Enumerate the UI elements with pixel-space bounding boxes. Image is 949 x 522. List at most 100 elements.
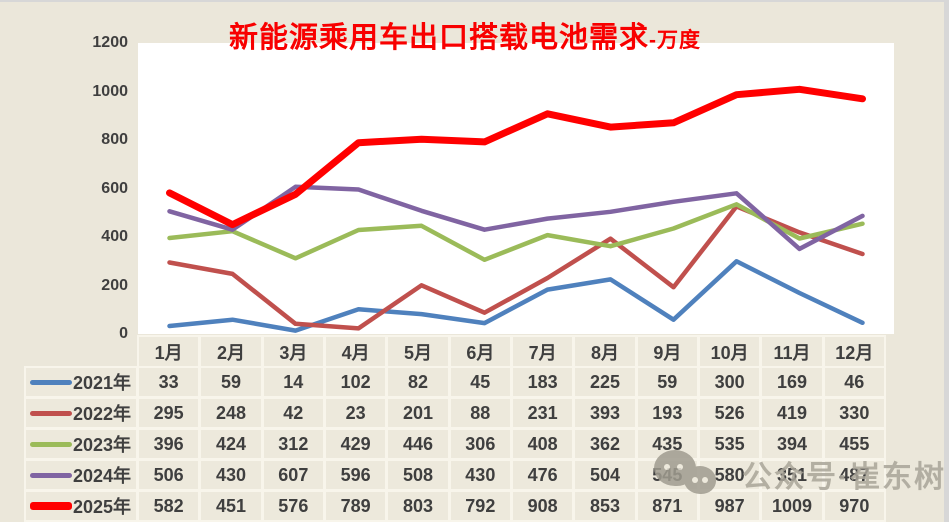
value-cell: 193 xyxy=(635,397,699,429)
value-cell: 295 xyxy=(137,397,201,429)
value-cell: 351 xyxy=(760,459,824,491)
chart-title: 新能源乘用车出口搭载电池需求-万度 xyxy=(0,14,930,56)
series-line-2024年 xyxy=(167,184,865,252)
month-header-cell: 2月 xyxy=(199,335,263,369)
y-tick-label: 800 xyxy=(101,131,128,148)
legend-line-icon xyxy=(29,502,72,510)
month-header-cell: 8月 xyxy=(573,335,637,369)
line-chart xyxy=(166,85,866,333)
value-cell: 526 xyxy=(697,397,762,429)
value-cell: 183 xyxy=(510,366,575,398)
legend-cell: 2025年 xyxy=(24,490,138,522)
value-cell: 451 xyxy=(199,490,263,522)
y-tick-label: 1200 xyxy=(92,34,128,51)
value-cell: 225 xyxy=(573,366,637,398)
value-cell: 408 xyxy=(510,428,575,460)
y-axis-labels: 1200 1000 800 600 400 200 0 xyxy=(60,34,128,342)
value-cell: 607 xyxy=(261,459,325,491)
legend-line-icon xyxy=(29,441,72,447)
value-cell: 580 xyxy=(697,459,762,491)
month-header-cell: 4月 xyxy=(323,335,388,369)
value-cell: 42 xyxy=(261,397,325,429)
series-line-2023年 xyxy=(167,202,865,263)
value-cell: 424 xyxy=(199,428,263,460)
month-header-cell: 3月 xyxy=(261,335,325,369)
value-cell: 446 xyxy=(386,428,450,460)
value-cell: 300 xyxy=(697,366,762,398)
value-cell: 970 xyxy=(822,490,886,522)
value-cell: 987 xyxy=(697,490,762,522)
value-cell: 59 xyxy=(199,366,263,398)
value-cell: 201 xyxy=(386,397,450,429)
chart-title-text: 新能源乘用车出口搭载电池需求 xyxy=(228,22,649,54)
series-label: 2025年 xyxy=(72,497,131,517)
value-cell: 545 xyxy=(635,459,699,491)
month-header-cell: 5月 xyxy=(386,335,450,369)
y-tick-label: 200 xyxy=(101,276,128,294)
series-label: 2023年 xyxy=(72,435,131,455)
month-header-cell: 12月 xyxy=(822,335,886,369)
series-label: 2021年 xyxy=(72,373,131,393)
month-header-cell: 1月 xyxy=(137,335,201,369)
y-tick-label: 400 xyxy=(101,228,128,245)
value-cell: 46 xyxy=(822,366,886,398)
value-cell: 393 xyxy=(573,397,637,429)
value-cell: 487 xyxy=(822,459,886,491)
value-cell: 396 xyxy=(137,428,201,460)
data-table: 1月 2月 3月 4月 5月 6月 7月 8月 9月 10月 11月 12月 2021年 33 59 14 10… xyxy=(24,335,886,522)
value-cell: 102 xyxy=(323,366,388,398)
series-line-2021年 xyxy=(167,259,865,333)
value-cell: 596 xyxy=(323,459,388,491)
value-cell: 871 xyxy=(635,490,699,522)
value-cell: 576 xyxy=(261,490,325,522)
value-cell: 476 xyxy=(510,459,575,491)
value-cell: 504 xyxy=(573,459,637,491)
month-header-cell: 11月 xyxy=(760,335,824,369)
value-cell: 248 xyxy=(199,397,263,429)
value-cell: 33 xyxy=(137,366,201,398)
value-cell: 429 xyxy=(323,428,388,460)
value-cell: 792 xyxy=(448,490,512,522)
month-header-cell: 7月 xyxy=(510,335,575,369)
value-cell: 803 xyxy=(386,490,450,522)
value-cell: 169 xyxy=(760,366,824,398)
value-cell: 430 xyxy=(448,459,512,491)
value-cell: 789 xyxy=(323,490,388,522)
y-tick-label: 1000 xyxy=(92,82,128,100)
legend-cell: 2022年 xyxy=(24,397,138,429)
plot-area xyxy=(138,43,894,334)
value-cell: 23 xyxy=(323,397,388,429)
value-cell: 45 xyxy=(448,366,512,398)
chart-title-unit: -万度 xyxy=(649,29,701,52)
value-cell: 419 xyxy=(760,397,824,429)
value-cell: 582 xyxy=(137,490,201,522)
value-cell: 312 xyxy=(261,428,325,460)
y-tick-label: 600 xyxy=(101,179,128,197)
value-cell: 14 xyxy=(261,366,325,398)
right-edge-border xyxy=(944,0,949,522)
value-cell: 535 xyxy=(697,428,762,460)
value-cell: 430 xyxy=(199,459,263,491)
value-cell: 435 xyxy=(635,428,699,460)
legend-cell: 2024年 xyxy=(24,459,138,491)
legend-line-icon xyxy=(29,410,72,416)
legend-line-icon xyxy=(29,472,72,478)
value-cell: 59 xyxy=(635,366,699,398)
month-header-cell: 10月 xyxy=(697,335,762,369)
value-cell: 362 xyxy=(573,428,637,460)
value-cell: 330 xyxy=(822,397,886,429)
value-cell: 82 xyxy=(386,366,450,398)
value-cell: 853 xyxy=(573,490,637,522)
value-cell: 506 xyxy=(137,459,201,491)
series-label: 2022年 xyxy=(72,404,131,424)
table-corner-spacer xyxy=(24,335,138,369)
y-tick-label: 0 xyxy=(119,325,128,342)
legend-line-icon xyxy=(29,379,72,385)
value-cell: 394 xyxy=(760,428,824,460)
value-cell: 1009 xyxy=(760,490,824,522)
month-header-cell: 9月 xyxy=(635,335,699,369)
legend-cell: 2021年 xyxy=(24,366,138,398)
legend-cell: 2023年 xyxy=(24,428,138,460)
month-header-cell: 6月 xyxy=(448,335,512,369)
